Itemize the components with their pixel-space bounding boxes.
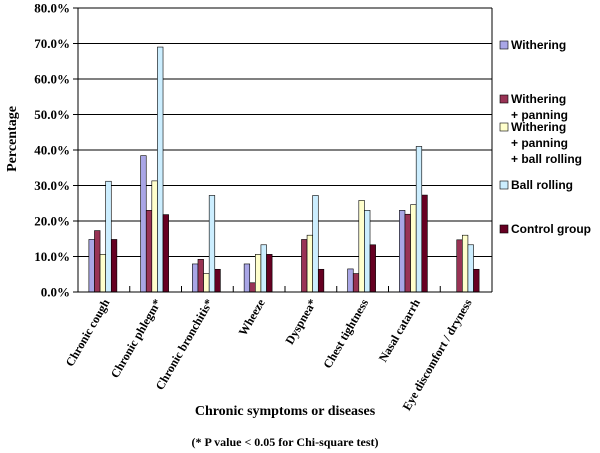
y-tick-label: 40.0% [34,143,70,158]
legend-label: Withering [511,120,566,134]
bar [352,273,360,293]
bar [94,230,101,293]
bar [214,268,221,293]
bar [347,268,354,293]
bar [301,239,308,293]
gridlines [73,7,492,293]
bar [364,210,371,293]
x-tick-label: Chronic phlegm* [108,297,165,381]
y-tick-label: 70.0% [34,36,70,51]
bar [162,214,169,293]
y-tick-label: 50.0% [34,107,70,122]
legend-swatch [499,122,509,132]
legend-label: Withering [511,38,566,52]
y-tick-label: 30.0% [34,178,70,193]
y-tick-label: 80.0% [34,1,70,16]
bar [306,234,313,293]
y-tick-label: 60.0% [34,72,70,87]
legend-swatch [499,224,509,234]
legend-swatch [499,180,509,190]
y-tick-label: 20.0% [34,214,70,229]
bar [99,254,106,293]
bar [369,244,376,293]
bar [249,282,256,293]
bar [203,273,210,293]
bar [145,210,153,293]
bar [462,234,469,293]
bar [421,194,428,293]
bar [192,263,199,293]
bar [473,268,480,293]
bars-group [88,46,480,293]
bar [415,146,423,293]
bar [197,259,204,293]
bar [151,180,158,293]
legend-label: + ball rolling [511,152,582,166]
x-tick-label: Wheeze [236,296,268,338]
bar [312,195,319,293]
bar [260,244,267,293]
x-tick-label: Chest tightness [320,296,371,371]
bar [399,210,406,293]
legend-label: Withering [511,92,566,106]
bar [410,204,417,293]
bar [243,263,251,293]
y-tick-label: 10.0% [34,249,70,264]
bar [266,254,273,293]
legend-label: Control group [511,222,591,236]
legend-label: Ball rolling [511,178,573,192]
legend-label: + panning [511,108,568,122]
bar [208,195,216,293]
y-tick-label: 0.0% [41,285,70,300]
legend-label: + panning [511,136,568,150]
bar [358,200,365,293]
bar [110,239,118,293]
x-tick-label: Nasal catarrh [376,296,423,364]
bar [140,155,147,293]
x-tick-label: Chronic bronchitis* [153,297,216,393]
legend-swatch [499,94,509,104]
bar [467,244,474,293]
bar [105,180,112,293]
x-axis-label: Chronic symptoms or diseases [195,404,376,419]
bar [404,213,411,293]
bar [88,239,95,293]
x-tick-label: Dyspnea* [282,297,319,347]
x-tick-label: Chronic cough [63,296,113,369]
y-tick-labels: 0.0% 10.0% 20.0% 30.0% 40.0% 50.0% 60.0% 70.0% 8… [34,1,70,300]
bar [157,46,164,293]
y-axis-label: Percentage [5,106,20,172]
bar [317,268,325,293]
footnote: (* P value < 0.05 for Chi-square test) [191,435,378,449]
bar [456,239,463,293]
axes [77,8,493,293]
legend-swatch [499,40,509,50]
bar [255,254,262,293]
